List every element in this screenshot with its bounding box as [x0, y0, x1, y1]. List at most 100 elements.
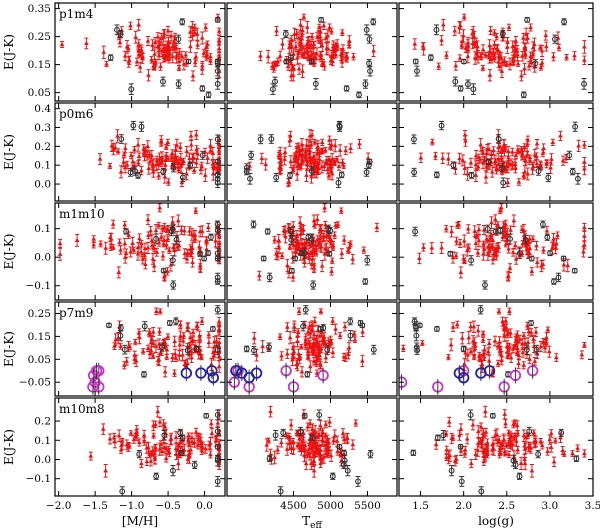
data-point: [300, 45, 305, 50]
outlier-point: [201, 255, 208, 262]
data-point: [128, 249, 133, 254]
data-point: [513, 38, 519, 43]
data-point: [170, 220, 175, 225]
data-point: [57, 240, 63, 246]
outlier-point: [298, 250, 305, 257]
data-point: [511, 218, 517, 223]
outlier-point: [545, 174, 552, 181]
data-point: [176, 65, 182, 70]
outlier-point: [207, 234, 214, 241]
panel-frame: [54, 202, 226, 301]
data-point: [146, 165, 152, 171]
panel-p7m9-mh: −0.050.050.150.25 p7m9: [19, 301, 226, 397]
data-point: [280, 41, 285, 46]
points: [97, 120, 222, 189]
data-point: [178, 144, 183, 149]
data-point: [183, 52, 189, 57]
data-point: [458, 269, 464, 274]
data-point: [309, 261, 315, 267]
data-point: [446, 156, 451, 161]
outlier-point: [308, 58, 315, 65]
data-point: [282, 149, 288, 154]
data-point: [513, 152, 519, 158]
data-point: [193, 208, 199, 213]
outlier-point: [433, 26, 440, 33]
outlier-point: [173, 236, 180, 243]
data-point: [515, 52, 520, 57]
data-point: [464, 247, 470, 253]
data-point: [152, 39, 158, 45]
data-point: [122, 254, 128, 260]
data-point: [113, 337, 118, 342]
data-point: [463, 45, 469, 50]
outlier-point: [411, 169, 418, 176]
outlier-point: [363, 26, 370, 33]
data-point: [117, 239, 122, 245]
data-point: [495, 222, 501, 227]
data-point: [485, 251, 491, 256]
outlier-point: [283, 58, 290, 65]
data-point: [142, 152, 147, 157]
data-point: [158, 63, 163, 69]
data-point: [216, 53, 222, 58]
data-point: [329, 258, 335, 263]
data-point: [515, 61, 521, 66]
data-point: [149, 57, 154, 62]
data-point: [297, 47, 303, 52]
data-point: [300, 68, 305, 73]
panel-frame: [398, 102, 594, 202]
data-point: [304, 142, 310, 147]
outlier-point: [170, 282, 177, 288]
outlier-point: [492, 228, 499, 235]
data-point: [133, 34, 139, 39]
data-point: [421, 244, 426, 250]
data-point: [149, 153, 155, 158]
data-point: [336, 163, 342, 168]
panel-title: p1m4: [59, 7, 94, 21]
data-point: [115, 148, 121, 153]
data-point: [456, 222, 462, 227]
points: [250, 203, 380, 290]
data-point: [161, 52, 167, 57]
panel-frame: [398, 202, 594, 301]
y-tick-label: 0.05: [28, 87, 51, 99]
outlier-point: [336, 123, 343, 130]
data-point: [472, 228, 478, 233]
outlier-point: [268, 136, 275, 142]
outlier-point: [362, 81, 369, 88]
data-point: [274, 28, 279, 33]
data-point: [157, 329, 162, 334]
data-point: [315, 217, 320, 222]
data-point: [298, 22, 303, 27]
data-point: [184, 256, 190, 261]
data-point: [181, 158, 186, 163]
data-point: [323, 35, 329, 40]
data-point: [491, 54, 497, 59]
data-point: [572, 53, 577, 58]
data-point: [145, 245, 151, 250]
data-point: [290, 165, 296, 170]
data-point: [329, 28, 334, 33]
data-point: [506, 160, 512, 165]
data-point: [473, 153, 479, 158]
data-point: [576, 143, 581, 148]
data-point: [374, 224, 380, 230]
data-point: [513, 165, 518, 170]
data-point: [549, 156, 554, 161]
data-point: [457, 155, 462, 161]
data-point: [443, 226, 449, 231]
data-point: [277, 150, 283, 156]
data-point: [348, 145, 353, 150]
data-point: [351, 54, 356, 59]
y-tick-label: 0.2: [34, 141, 51, 153]
data-point: [263, 161, 269, 167]
data-point: [466, 245, 472, 250]
outlier-point: [118, 136, 125, 142]
data-point: [122, 165, 128, 170]
data-point: [439, 37, 444, 42]
outlier-point: [308, 168, 315, 174]
data-point: [265, 54, 271, 59]
data-point: [204, 246, 209, 251]
data-point: [116, 269, 122, 274]
data-point: [528, 53, 533, 59]
